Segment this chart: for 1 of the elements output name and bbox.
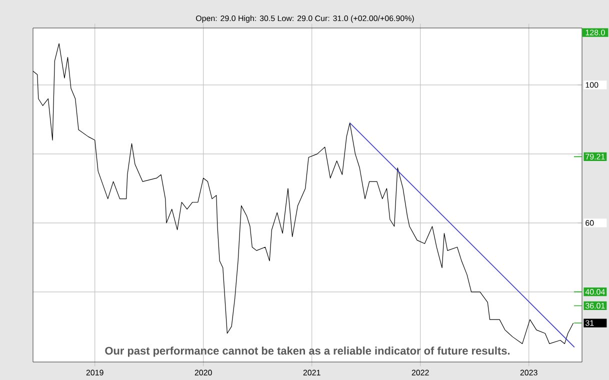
annotation: Our past performance cannot be taken as a reliable indicator of future results. (105, 346, 510, 357)
